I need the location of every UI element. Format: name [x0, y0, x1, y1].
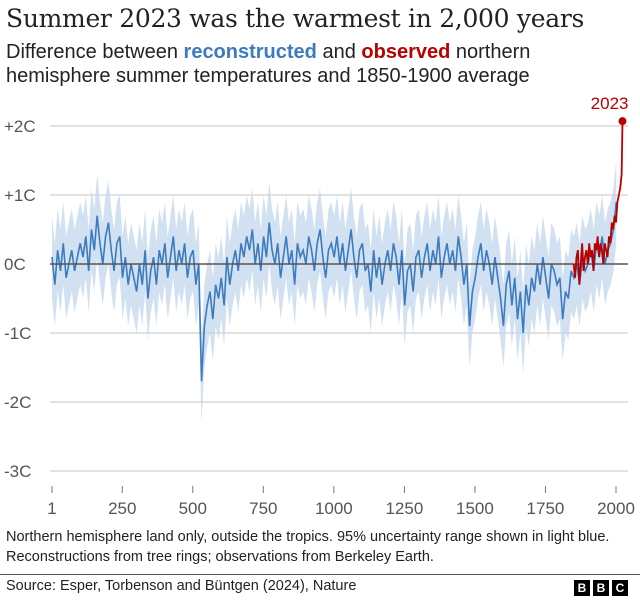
uncertainty-band: [52, 160, 617, 423]
divider: [0, 574, 640, 575]
subtitle-reconstructed: reconstructed: [183, 41, 317, 63]
subtitle-observed: observed: [361, 41, 451, 63]
logo-letter: C: [612, 580, 628, 596]
y-tick-label: +2C: [4, 117, 36, 136]
point-2023: [618, 117, 627, 126]
subtitle-text: and: [316, 41, 362, 63]
x-tick-label: 1250: [385, 499, 423, 518]
y-tick-label: -1C: [4, 324, 31, 343]
x-tick-label: 1750: [527, 499, 565, 518]
logo-letter: B: [593, 580, 609, 596]
observed-series-line: [572, 121, 624, 285]
bbc-logo: B B C: [574, 580, 628, 596]
x-tick-label: 250: [108, 499, 136, 518]
subtitle-text: Difference between: [6, 41, 184, 63]
logo-letter: B: [574, 580, 590, 596]
subtitle-text: northern hemisphere summer temperatures …: [6, 41, 531, 87]
x-tick-label: 1: [47, 499, 56, 518]
chart-subtitle: Difference between reconstructed and obs…: [6, 40, 636, 88]
y-tick-label: 0C: [4, 255, 26, 274]
reconstructed-series-line: [51, 201, 618, 382]
x-tick-label: 750: [249, 499, 277, 518]
y-tick-label: +1C: [4, 186, 36, 205]
x-tick-label: 500: [179, 499, 207, 518]
y-tick-label: -3C: [4, 462, 31, 481]
x-tick-label: 1500: [456, 499, 494, 518]
x-tick-label: 1000: [315, 499, 353, 518]
source-text: Source: Esper, Torbenson and Büntgen (20…: [6, 578, 357, 594]
x-tick-label: 2000: [597, 499, 635, 518]
annotation-2023: 2023: [591, 94, 629, 113]
footnote: Northern hemisphere land only, outside t…: [6, 529, 610, 565]
y-tick-label: -2C: [4, 393, 31, 412]
chart-title: Summer 2023 was the warmest in 2,000 yea…: [6, 4, 585, 33]
